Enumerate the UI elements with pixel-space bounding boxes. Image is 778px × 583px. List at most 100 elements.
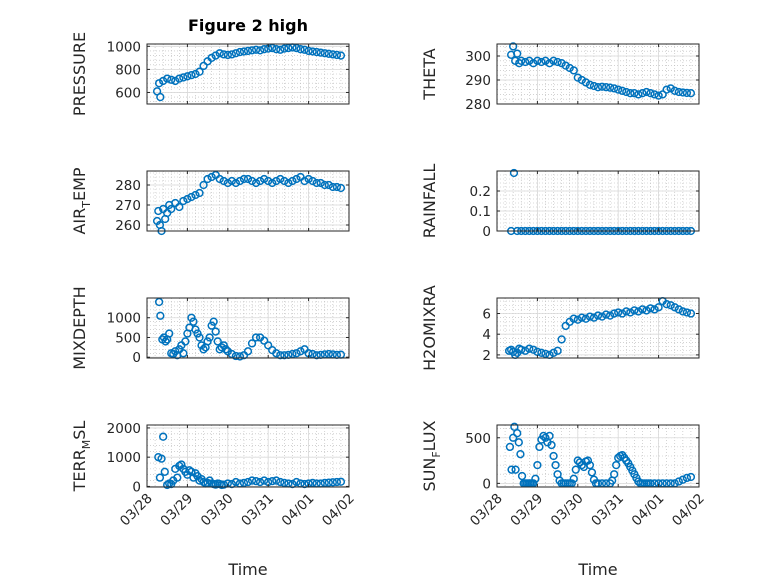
x-tick-label: 04/01	[629, 491, 668, 530]
data-point	[187, 313, 196, 322]
data-point	[610, 470, 619, 479]
data-point	[292, 349, 301, 358]
data-point	[581, 78, 591, 87]
data-point	[328, 182, 337, 192]
data-point	[280, 478, 289, 488]
data-point	[189, 317, 198, 326]
subplot-air-temp: 260 270 280 AIRTEMP	[70, 167, 350, 236]
data-point	[589, 81, 599, 91]
x-tick-label: 04/01	[279, 491, 318, 530]
data-point	[573, 73, 582, 82]
data-point	[638, 89, 647, 98]
data-point	[211, 51, 220, 60]
data-point	[171, 76, 180, 86]
data-point	[336, 477, 346, 486]
data-point	[276, 45, 285, 54]
data-point	[203, 337, 212, 346]
data-point	[577, 313, 586, 322]
data-point	[308, 47, 317, 56]
data-point	[549, 348, 558, 357]
data-point	[537, 57, 546, 67]
y-tick-label: 0	[482, 476, 491, 492]
axes-box	[146, 43, 350, 105]
data-point	[199, 345, 208, 354]
data-point	[308, 478, 317, 488]
y-tick-label: 0.1	[470, 204, 491, 220]
data-point	[509, 168, 519, 178]
data-point	[183, 194, 192, 204]
data-point	[573, 315, 582, 324]
data-point	[650, 90, 659, 99]
data-point	[272, 176, 281, 186]
data-point	[284, 43, 293, 53]
data-point	[601, 310, 611, 319]
data-point	[167, 75, 176, 84]
data-point	[622, 307, 631, 316]
data-point	[272, 476, 281, 485]
data-point	[264, 176, 273, 186]
data-point	[557, 335, 566, 344]
data-point	[614, 85, 623, 94]
data-point	[284, 178, 293, 188]
data-point	[517, 345, 526, 354]
data-point	[561, 61, 570, 70]
data-point	[573, 456, 582, 465]
axes-box	[496, 43, 700, 105]
x-tick-label: 03/29	[157, 491, 196, 530]
data-point	[215, 49, 224, 58]
data-point	[517, 471, 527, 481]
data-point	[324, 180, 333, 190]
x-tick-label: 04/02	[669, 491, 708, 530]
data-point	[227, 50, 236, 59]
data-point	[654, 91, 663, 100]
data-point	[272, 45, 281, 54]
data-point	[154, 297, 164, 307]
data-point	[509, 433, 518, 442]
data-point	[304, 46, 313, 56]
data-point	[260, 45, 269, 54]
data-point	[243, 174, 253, 184]
data-point	[312, 178, 321, 188]
data-point	[276, 174, 285, 184]
data-point	[670, 303, 679, 312]
data-point	[308, 176, 317, 186]
data-point	[199, 180, 208, 190]
data-point	[191, 190, 200, 200]
x-tick-label: 03/30	[548, 491, 587, 530]
data-point	[159, 76, 168, 86]
data-point	[610, 309, 619, 318]
data-point	[205, 333, 214, 342]
data-point	[581, 314, 591, 323]
ylabel-2: AIRTEMP	[70, 167, 93, 234]
data-point	[666, 301, 675, 310]
y-tick-label: 800	[115, 62, 141, 78]
data-point	[156, 92, 165, 102]
data-point	[585, 460, 595, 470]
data-point	[296, 347, 305, 356]
data-point	[179, 73, 188, 82]
data-point	[642, 87, 651, 97]
data-point	[179, 349, 188, 358]
data-point	[239, 47, 249, 56]
data-point	[312, 47, 321, 57]
data-point	[507, 465, 516, 474]
axes-box	[146, 170, 350, 232]
data-point	[535, 442, 544, 452]
ylabel-5: H2OMIXRA	[420, 285, 439, 371]
y-tick-label: 6	[482, 307, 491, 323]
data-point	[280, 176, 289, 186]
data-point	[324, 478, 333, 487]
data-point	[292, 43, 301, 53]
data-point	[296, 45, 305, 54]
data-point	[316, 178, 325, 188]
y-tick-label: 0	[482, 224, 491, 240]
y-tick-label: 1000	[107, 450, 141, 466]
data-point	[638, 305, 647, 314]
data-point	[328, 478, 337, 487]
data-point	[553, 57, 562, 67]
data-point	[231, 477, 241, 487]
data-point	[255, 176, 265, 186]
data-point	[191, 325, 200, 334]
data-point	[612, 460, 621, 470]
x-tick-label: 04/02	[319, 491, 358, 530]
